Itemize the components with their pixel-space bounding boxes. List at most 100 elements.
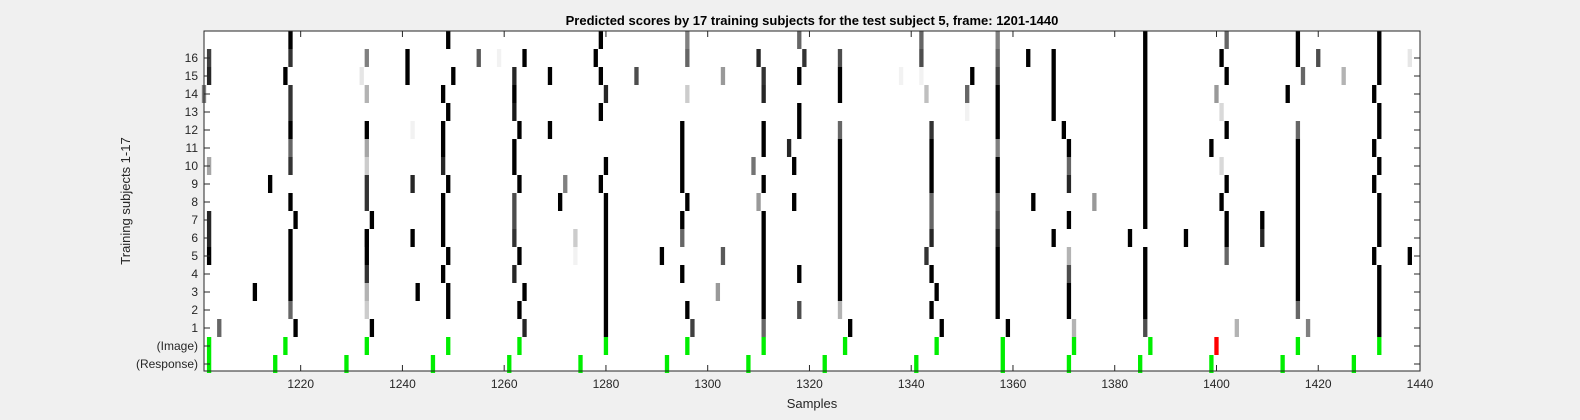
score-cell [1377,265,1382,283]
score-cell [995,31,1000,49]
score-cell [1377,319,1382,337]
score-cell [288,229,293,247]
score-cell [1377,229,1382,247]
score-cell [929,193,934,211]
score-cell [797,67,802,85]
score-cell [603,85,609,103]
score-cell [1377,157,1382,175]
score-cell [522,283,527,301]
score-cell [837,265,843,283]
response-marker [344,355,349,373]
score-cell [1377,103,1382,121]
score-cell [919,31,924,49]
score-cell [1234,319,1239,337]
response-marker [746,355,751,373]
score-cell [995,175,1000,193]
score-cell [1295,301,1301,319]
score-cell [1407,247,1412,265]
score-cell [919,49,924,67]
image-marker [761,337,766,355]
score-cell [837,49,843,67]
score-cell [1143,85,1148,103]
score-cell [761,85,766,103]
score-cell [1051,229,1056,247]
image-marker [1377,337,1382,355]
score-cell [680,265,685,283]
score-cell [1260,211,1265,229]
score-cell [440,157,446,175]
score-cell [369,211,375,229]
x-tick-label: 1400 [1203,377,1230,391]
score-cell [1377,193,1382,211]
y-tick-label: 12 [185,123,199,137]
score-cell [547,121,553,139]
image-marker [1071,337,1077,355]
response-marker [664,355,670,373]
score-cell [517,247,522,265]
score-cell [685,193,690,211]
y-tick-label: 6 [191,231,198,245]
y-tick-label: 7 [191,213,198,227]
score-cell [446,103,451,121]
score-cell [512,193,517,211]
score-cell [283,67,288,85]
x-tick-label: 1380 [1101,377,1128,391]
response-marker [1351,355,1357,373]
score-cell [603,211,609,229]
score-cell [1143,49,1148,67]
score-cell [573,247,578,265]
score-cell [603,319,609,337]
x-axis-label: Samples [787,396,838,411]
response-marker [1280,355,1285,373]
score-cell [761,175,766,193]
score-cell [1219,49,1224,67]
score-cell [1224,229,1229,247]
score-cell [995,229,1000,247]
score-cell [1066,157,1072,175]
score-cell [603,229,609,247]
score-cell [1214,85,1219,103]
image-marker [1000,337,1005,355]
response-marker [578,355,583,373]
response-marker [1209,355,1214,373]
score-cell [440,265,446,283]
score-cell [446,301,451,319]
score-cell [293,211,298,229]
score-cell [1341,67,1346,85]
score-cell [761,265,766,283]
score-cell [598,103,604,121]
x-tick-label: 1240 [389,377,416,391]
score-cell [995,283,1000,301]
score-cell [685,49,690,67]
score-cell [1051,49,1056,67]
score-cell [1143,121,1148,139]
image-marker [685,337,690,355]
score-cell [364,301,369,319]
score-cell [659,247,665,265]
score-cell [1127,229,1133,247]
score-cell [1295,265,1301,283]
score-cell [512,103,517,121]
score-cell [1005,319,1011,337]
score-cell [1295,31,1301,49]
score-cell [288,265,293,283]
score-cell [995,193,1000,211]
score-cell [364,283,369,301]
score-cell [364,139,369,157]
score-cell [939,319,944,337]
chart-title: Predicted scores by 17 training subjects… [566,13,1059,28]
score-cell [837,157,843,175]
event-markers [206,337,1382,373]
score-cell [288,157,293,175]
y-tick-label: 4 [191,267,198,281]
score-cell [1066,265,1072,283]
score-cell [797,265,802,283]
y-tick-label: 2 [191,303,198,317]
score-cell [924,85,929,103]
score-cell [364,229,369,247]
score-cell [792,193,797,211]
score-cell [1066,301,1072,319]
x-tick-label: 1260 [491,377,518,391]
x-tick-label: 1220 [287,377,314,391]
score-cell [1143,67,1148,85]
